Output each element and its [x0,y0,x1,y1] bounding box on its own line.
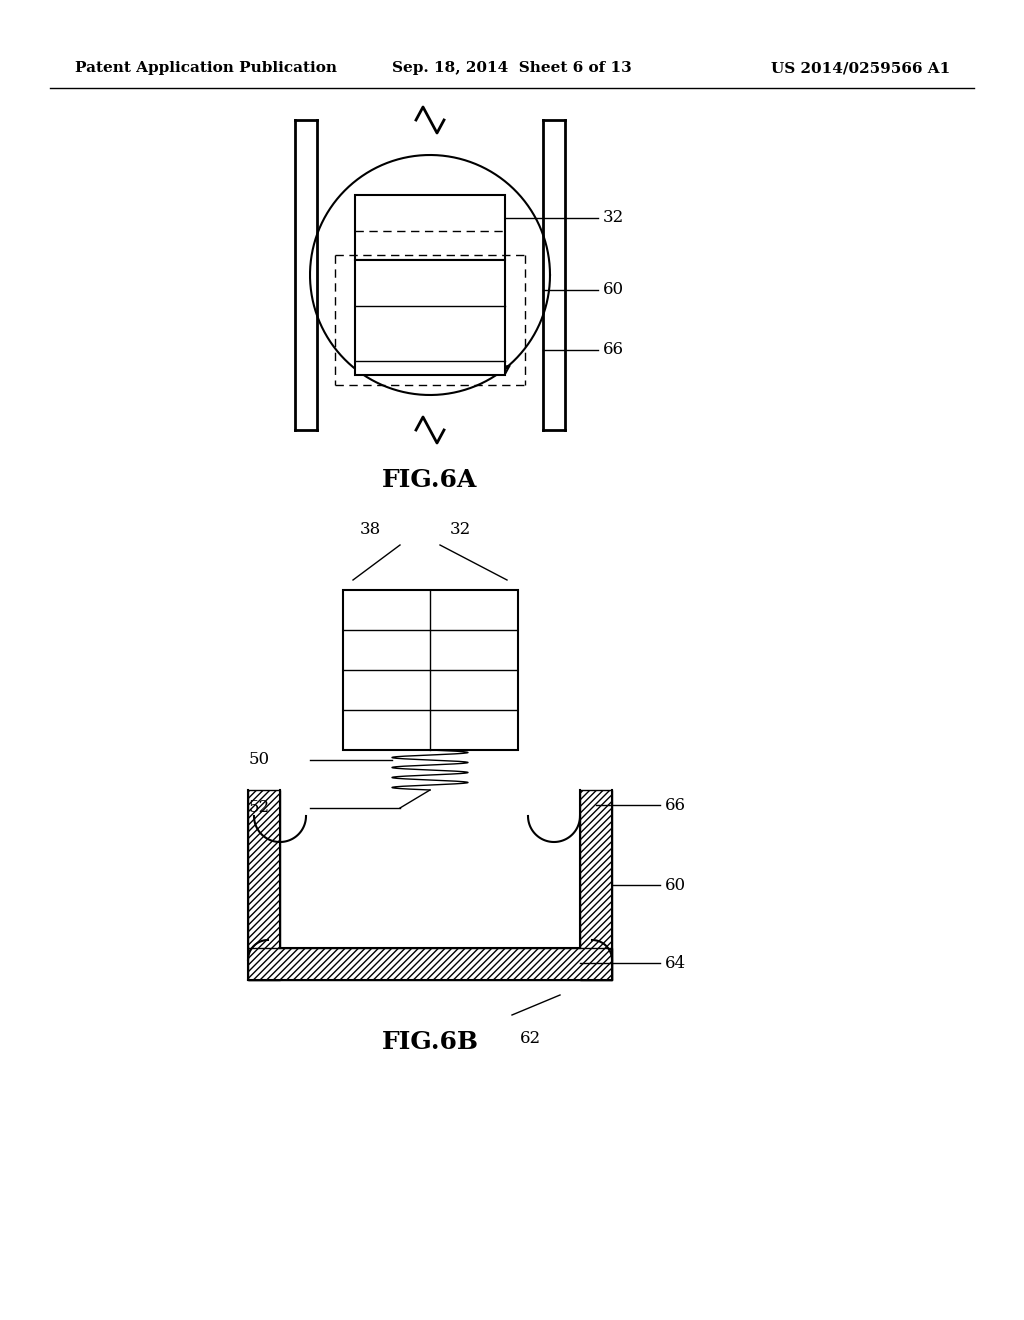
Bar [355,195,505,260]
Bar [248,948,612,979]
Text: 38: 38 [359,521,381,539]
Text: 50: 50 [249,751,270,768]
Text: 60: 60 [603,281,624,298]
Text: US 2014/0259566 A1: US 2014/0259566 A1 [771,61,950,75]
Text: 66: 66 [665,796,686,813]
Text: 32: 32 [603,210,625,227]
Text: Patent Application Publication: Patent Application Publication [75,61,337,75]
Bar [343,590,518,750]
Text: Sep. 18, 2014  Sheet 6 of 13: Sep. 18, 2014 Sheet 6 of 13 [392,61,632,75]
Text: 66: 66 [603,342,624,359]
Bar [580,789,612,979]
Text: FIG.6A: FIG.6A [382,469,477,492]
Bar [355,260,505,375]
Text: 52: 52 [249,800,270,817]
Text: 32: 32 [450,521,471,539]
Text: FIG.6B: FIG.6B [382,1030,478,1053]
Text: 62: 62 [520,1030,541,1047]
Bar [248,789,280,979]
Text: 64: 64 [665,954,686,972]
Text: 60: 60 [665,876,686,894]
